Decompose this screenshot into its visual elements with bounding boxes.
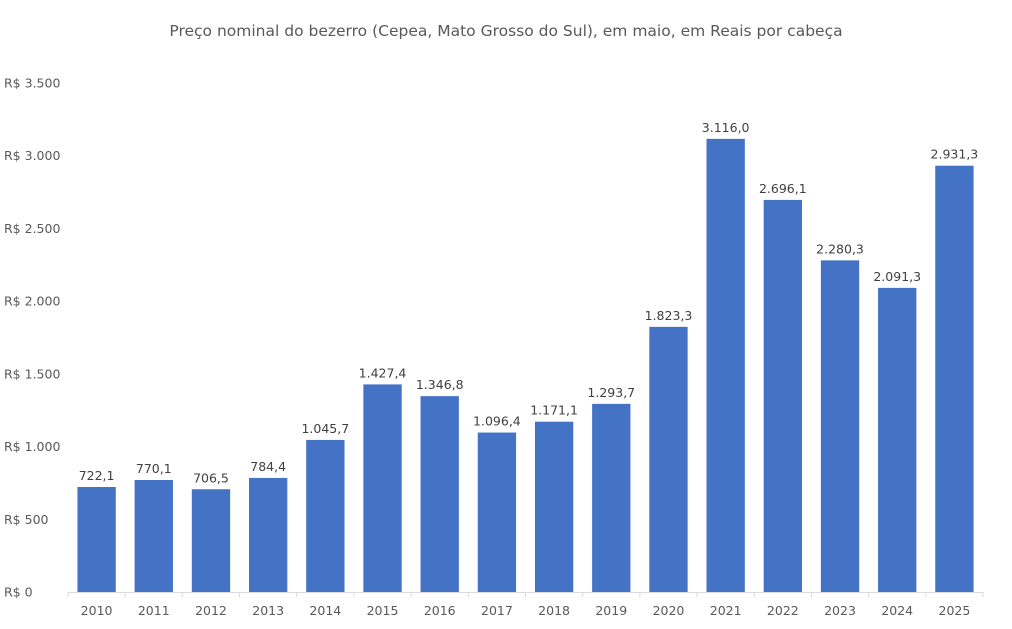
x-tick-label: 2011 [138, 603, 170, 618]
data-label: 722,1 [79, 468, 115, 483]
y-tick-label: R$ 2.500 [4, 221, 60, 236]
bar [763, 199, 803, 592]
x-tick-label: 2019 [595, 603, 627, 618]
y-tick-label: R$ 3.500 [4, 76, 60, 91]
x-tick-label: 2010 [81, 603, 113, 618]
x-tick-label: 2023 [824, 603, 856, 618]
bar [592, 403, 631, 592]
x-tick-label: 2014 [309, 603, 341, 618]
x-tick-label: 2022 [767, 603, 799, 618]
data-label: 2.931,3 [931, 147, 979, 162]
data-label: 2.091,3 [873, 269, 921, 284]
bar [706, 138, 745, 592]
bar [134, 480, 173, 592]
data-label: 1.293,7 [587, 385, 635, 400]
bar [878, 287, 917, 592]
bar [477, 432, 517, 592]
bar [420, 396, 459, 592]
bar [534, 421, 574, 592]
x-tick-label: 2012 [195, 603, 227, 618]
bar [306, 439, 345, 592]
y-tick-label: R$ 0 [4, 585, 33, 600]
data-label: 2.280,3 [816, 241, 864, 256]
y-tick-label: R$ 500 [4, 512, 49, 527]
x-tick-label: 2024 [881, 603, 913, 618]
data-label: 770,1 [136, 461, 172, 476]
x-tick-label: 2015 [367, 603, 399, 618]
x-tick-label: 2020 [653, 603, 685, 618]
x-tick-label: 2017 [481, 603, 513, 618]
x-tick-label: 2016 [424, 603, 456, 618]
bar [935, 165, 974, 592]
data-label: 1.045,7 [301, 421, 349, 436]
y-tick-label: R$ 2.000 [4, 294, 60, 309]
x-tick-label: 2025 [939, 603, 971, 618]
x-tick-label: 2021 [710, 603, 742, 618]
data-label: 1.823,3 [645, 308, 693, 323]
x-tick-label: 2013 [252, 603, 284, 618]
data-label: 1.346,8 [416, 377, 464, 392]
bar [820, 260, 860, 592]
y-tick-label: R$ 3.000 [4, 148, 60, 163]
bar [77, 486, 116, 592]
y-tick-label: R$ 1.000 [4, 439, 60, 454]
y-tick-label: R$ 1.500 [4, 366, 60, 381]
x-tick-label: 2018 [538, 603, 570, 618]
data-label: 706,5 [193, 470, 229, 485]
bar [249, 477, 288, 592]
data-label: 1.427,4 [359, 365, 407, 380]
data-label: 2.696,1 [759, 181, 807, 196]
data-label: 784,4 [250, 459, 286, 474]
bar [191, 489, 231, 592]
data-label: 1.096,4 [473, 414, 521, 429]
data-label: 1.171,1 [530, 403, 578, 418]
bar [363, 384, 402, 592]
data-label: 3.116,0 [702, 120, 750, 135]
chart-title: Preço nominal do bezerro (Cepea, Mato Gr… [169, 22, 843, 40]
bar [649, 326, 688, 592]
